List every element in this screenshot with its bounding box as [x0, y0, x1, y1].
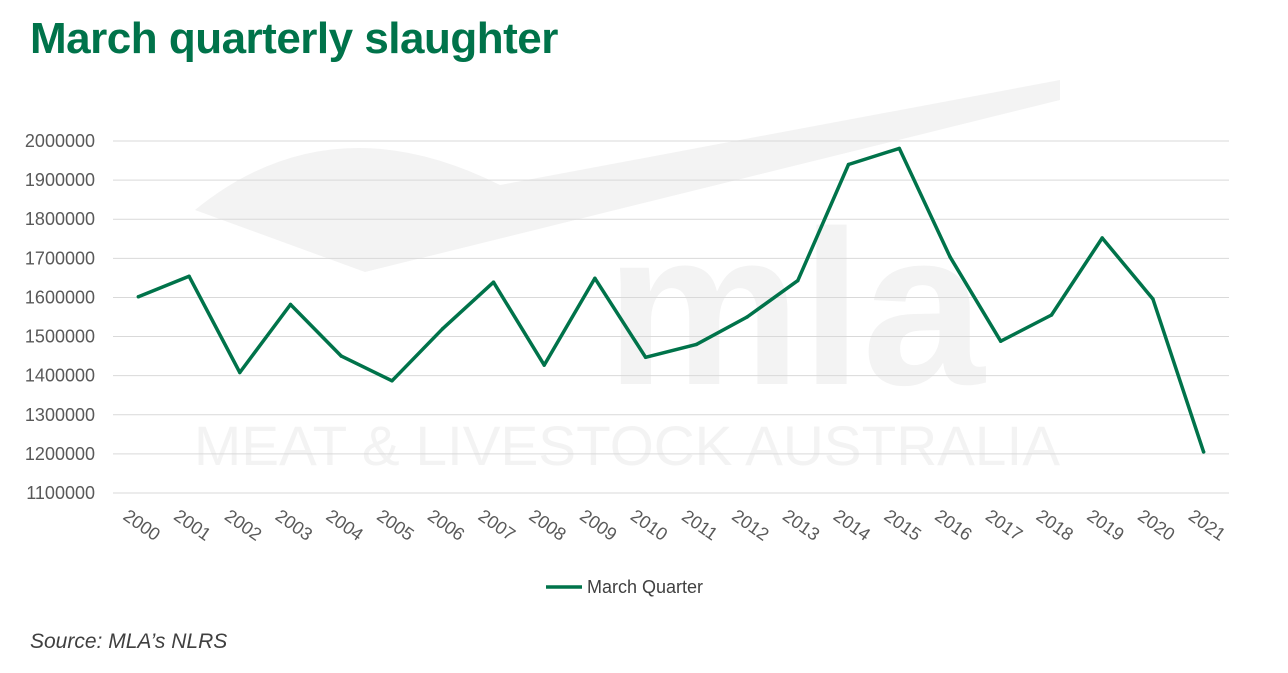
- y-tick-label: 1500000: [25, 327, 95, 347]
- data-point: [542, 363, 546, 367]
- y-tick-label: 1600000: [25, 287, 95, 307]
- data-point: [796, 278, 800, 283]
- x-tick-label: 2002: [221, 505, 265, 544]
- y-tick-label: 1700000: [25, 248, 95, 268]
- gridlines: [113, 140, 1229, 494]
- x-tick-label: 2018: [1033, 505, 1077, 544]
- data-point: [643, 355, 648, 359]
- x-tick-label: 2001: [170, 505, 214, 544]
- x-tick-label: 2016: [931, 505, 975, 544]
- data-point: [745, 315, 749, 319]
- chart-title: March quarterly slaughter: [30, 14, 558, 63]
- x-tick-label: 2014: [830, 505, 874, 544]
- y-tick-label: 1800000: [25, 209, 95, 229]
- data-point: [1100, 236, 1104, 240]
- data-point: [390, 379, 394, 383]
- y-tick-label: 2000000: [25, 131, 95, 151]
- y-tick-label: 1400000: [25, 366, 95, 386]
- y-axis: 2000000 1900000 1800000 1700000 1600000 15000…: [25, 131, 95, 503]
- legend-label: March Quarter: [587, 577, 703, 597]
- x-tick-label: 2021: [1185, 505, 1229, 544]
- legend: March Quarter: [546, 577, 703, 597]
- x-tick-label: 2003: [272, 505, 316, 544]
- data-point: [441, 327, 445, 331]
- data-point: [846, 162, 851, 167]
- y-tick-label: 1900000: [25, 170, 95, 190]
- watermark-logo: mla: [605, 185, 986, 431]
- series-march-quarter: [136, 146, 1206, 454]
- watermark: mla MEAT & LIVESTOCK AUSTRALIA: [194, 80, 1061, 477]
- x-tick-label: 2019: [1083, 505, 1127, 544]
- x-tick-label: 2015: [881, 505, 925, 544]
- data-point: [187, 274, 191, 278]
- y-tick-label: 1100000: [26, 483, 95, 503]
- data-point: [1151, 297, 1155, 301]
- source-note: Source: MLA’s NLRS: [30, 630, 228, 653]
- x-tick-label: 2017: [982, 505, 1026, 544]
- data-point: [238, 370, 242, 375]
- x-tick-label: 2013: [779, 505, 823, 544]
- data-point: [491, 280, 496, 284]
- y-tick-label: 1200000: [25, 444, 95, 464]
- x-tick-label: 2012: [728, 505, 772, 544]
- data-point: [136, 295, 141, 299]
- x-tick-label: 2000: [120, 505, 164, 544]
- data-point: [948, 255, 952, 259]
- data-point: [1201, 450, 1206, 454]
- data-point: [593, 276, 597, 280]
- data-point: [694, 342, 699, 347]
- data-point: [1049, 313, 1054, 317]
- data-point: [897, 146, 901, 151]
- watermark-swoosh: [195, 80, 1060, 272]
- x-tick-label: 2005: [373, 505, 417, 544]
- x-axis: 2000 2001 2002 2003 2004 2005 2006 2007 2008 2009…: [120, 505, 1230, 544]
- data-point: [339, 354, 343, 358]
- x-tick-label: 2009: [576, 505, 620, 544]
- x-tick-label: 2020: [1134, 505, 1178, 544]
- series-line: [136, 146, 1206, 454]
- y-tick-label: 1300000: [25, 405, 95, 425]
- x-tick-label: 2011: [678, 506, 721, 545]
- watermark-tagline: MEAT & LIVESTOCK AUSTRALIA: [194, 414, 1061, 477]
- data-point: [999, 339, 1003, 343]
- data-point: [288, 302, 293, 307]
- x-tick-label: 2007: [475, 505, 519, 544]
- x-tick-label: 2008: [525, 505, 569, 544]
- x-tick-label: 2010: [627, 505, 671, 544]
- x-tick-label: 2004: [323, 505, 367, 544]
- x-tick-label: 2006: [424, 505, 468, 544]
